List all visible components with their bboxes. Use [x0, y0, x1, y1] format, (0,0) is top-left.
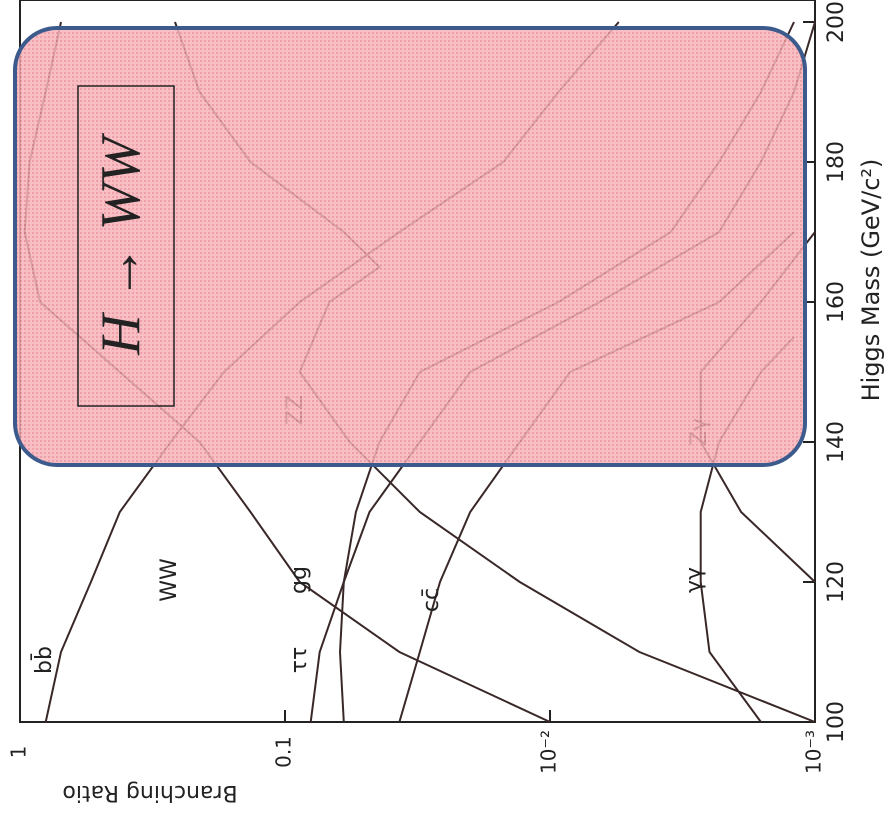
highlight-region [13, 26, 807, 467]
x-tick-label: 200 [824, 1, 849, 43]
y-tick-label: 10⁻³ [802, 730, 826, 774]
series-label: ττ [287, 647, 312, 674]
x-axis-label: Higgs Mass (GeV/c²) [857, 159, 885, 402]
y-tick-label: 0.1 [272, 736, 296, 768]
x-tick-label: 100 [824, 701, 849, 743]
series-label: γγ [682, 567, 707, 593]
y-tick-label: 1 [7, 746, 31, 759]
series-label: bb̄ [31, 646, 57, 674]
title-box [77, 85, 175, 407]
series-label: cc̄ [419, 588, 444, 612]
series-label: gg [287, 566, 312, 594]
chart-title: H → WW [90, 133, 152, 356]
y-axis-label: Branching Ratio [62, 780, 237, 805]
x-tick-label: 140 [824, 421, 849, 463]
series-label: WW [157, 558, 182, 602]
x-tick-label: 120 [824, 561, 849, 603]
x-tick-label: 160 [824, 281, 849, 323]
x-tick-label: 180 [824, 141, 849, 183]
y-tick-label: 10⁻² [537, 730, 561, 774]
